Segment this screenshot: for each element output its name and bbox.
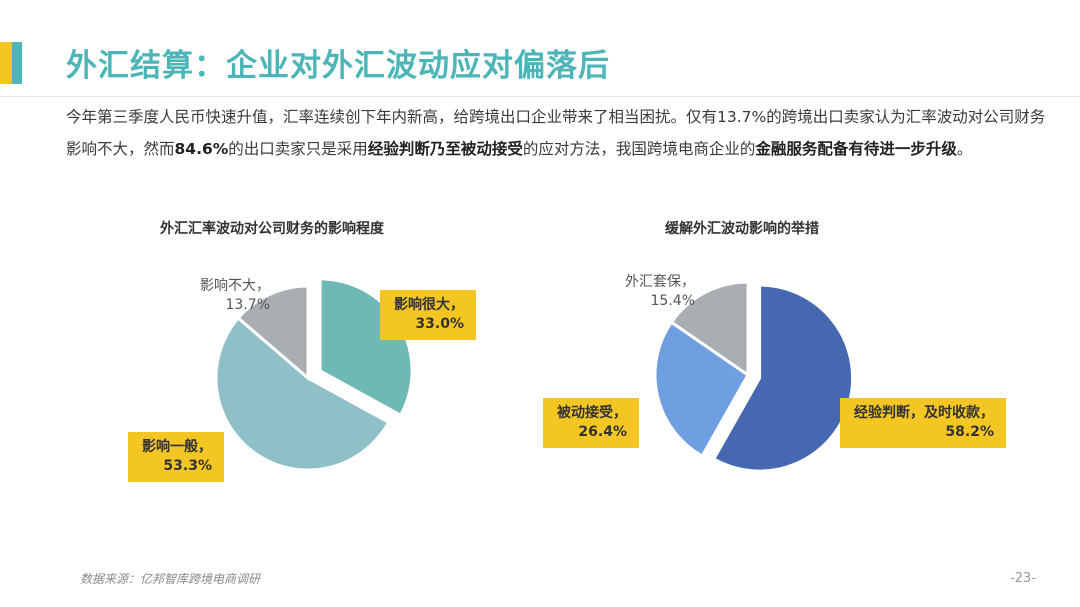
title-divider: [0, 96, 1080, 97]
intro-bold-1: 84.6%: [174, 140, 229, 158]
intro-bold-2: 经验判断乃至被动接受: [367, 140, 523, 158]
intro-text-2: 的出口卖家只是采用: [228, 140, 368, 158]
pie-2-label-hedging-pct: 15.4%: [650, 293, 695, 309]
pie-1-callout-moderate-impact-text: 影响一般，: [142, 439, 212, 455]
page-number: -23-: [1010, 571, 1036, 586]
intro-bold-3: 金融服务配备有待进一步升级: [755, 140, 957, 158]
accent-teal-block: [12, 42, 22, 84]
pie-2-callout-experience: 经验判断，及时收款， 58.2%: [840, 398, 1006, 448]
page-title: 外汇结算：企业对外汇波动应对偏落后: [66, 48, 610, 84]
pie-2-callout-passive-text: 被动接受，: [557, 405, 627, 421]
pie-1-label-small-impact-pct: 13.7%: [225, 297, 270, 313]
intro-paragraph: 今年第三季度人民币快速升值，汇率连续创下年内新高，给跨境出口企业带来了相当困扰。…: [66, 101, 1046, 165]
pie-1-slice-moderate-impact: [214, 315, 391, 472]
accent-yellow-block: [0, 42, 12, 84]
pie-1-callout-large-impact: 影响很大， 33.0%: [380, 290, 476, 340]
pie-2-slice-hedging: [669, 280, 750, 378]
pie-1-callout-moderate-impact: 影响一般， 53.3%: [128, 432, 224, 482]
chart-2-title: 缓解外汇波动影响的举措: [665, 221, 819, 237]
pie-1-callout-moderate-impact-pct: 53.3%: [163, 458, 212, 474]
chart-1-title: 外汇汇率波动对公司财务的影响程度: [160, 221, 384, 237]
pie-2-callout-experience-text: 经验判断，及时收款，: [854, 405, 994, 421]
pie-1-slice-small-impact: [236, 284, 310, 382]
intro-text-1: 今年第三季度人民币快速升值，汇率连续创下年内新高，给跨境出口企业带来了相当困扰。…: [66, 108, 1046, 158]
pie-1-label-small-impact-text: 影响不大，: [200, 278, 270, 294]
pie-1-callout-large-impact-text: 影响很大，: [394, 297, 464, 313]
title-accent-bar: [0, 42, 22, 84]
intro-text-4: 。: [956, 140, 973, 158]
pie-2-slice-passive: [653, 320, 750, 458]
pie-2-label-hedging-text: 外汇套保，: [625, 274, 695, 290]
pie-2-callout-experience-pct: 58.2%: [945, 424, 994, 440]
pie-2-callout-passive-pct: 26.4%: [578, 424, 627, 440]
intro-text-3: 的应对方法，我国跨境电商企业的: [522, 140, 756, 158]
pie-1-label-small-impact: 影响不大， 13.7%: [200, 277, 270, 315]
data-source-note: 数据来源：亿邦智库跨境电商调研: [80, 572, 261, 586]
pie-2-label-hedging: 外汇套保， 15.4%: [625, 273, 695, 311]
pie-2-callout-passive: 被动接受， 26.4%: [543, 398, 639, 448]
pie-1-callout-large-impact-pct: 33.0%: [415, 316, 464, 332]
